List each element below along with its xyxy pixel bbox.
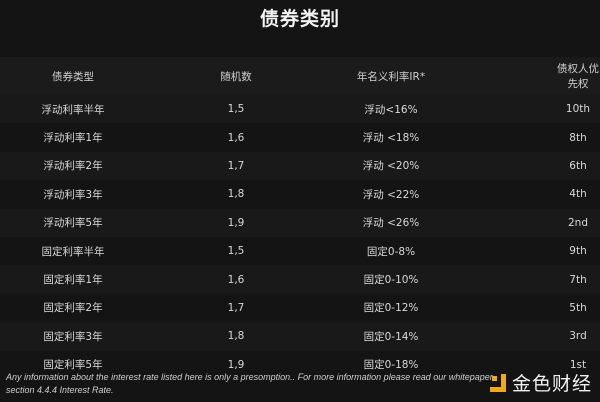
cell-random-number: 1,6 <box>227 273 245 286</box>
cell-interest-rate: 浮动 <18% <box>362 132 420 145</box>
cell-bond-type: 浮动利率半年 <box>41 103 105 116</box>
cell-random-number: 1,8 <box>227 330 245 343</box>
cell-creditor-priority: 7th <box>569 273 587 286</box>
table-row: 浮动利率3年 1,8 浮动 <22% 4th <box>0 180 600 209</box>
header-interest-rate: 年名义利率IR* <box>356 70 426 83</box>
cell-interest-rate: 浮动 <22% <box>362 188 420 201</box>
cell-bond-type: 浮动利率1年 <box>43 132 103 145</box>
cell-creditor-priority: 4th <box>569 188 587 201</box>
cell-interest-rate: 浮动 <26% <box>362 217 420 230</box>
cell-bond-type: 固定利率1年 <box>43 274 103 287</box>
table-row: 浮动利率半年 1,5 浮动<16% 10th <box>0 95 600 124</box>
cell-bond-type: 浮动利率5年 <box>43 217 103 230</box>
cell-interest-rate: 固定0-10% <box>363 274 419 287</box>
cell-creditor-priority: 8th <box>569 131 587 144</box>
table-row: 浮动利率5年 1,9 浮动 <26% 2nd <box>0 208 600 237</box>
cell-creditor-priority: 1st <box>569 358 587 371</box>
cell-creditor-priority: 3rd <box>569 330 587 343</box>
logo-mark-icon <box>489 373 506 392</box>
cell-interest-rate: 固定0-18% <box>363 359 419 372</box>
cell-bond-type: 固定利率半年 <box>41 245 105 258</box>
cell-random-number: 1,5 <box>227 245 245 258</box>
cell-interest-rate: 浮动<16% <box>364 103 418 116</box>
table-row: 浮动利率2年 1,7 浮动 <20% 6th <box>0 151 600 181</box>
table-row: 固定利率5年 1,9 固定0-18% 1st <box>0 350 600 379</box>
cell-random-number: 1,9 <box>227 216 245 229</box>
logo-text: 金色财经 <box>511 373 592 395</box>
bond-table: 债券类型 随机数 年名义利率IR* 债权人优先权 浮动利率半年 1,5 浮动<16%… <box>0 57 600 379</box>
table-row: 固定利率1年 1,6 固定0-10% 7th <box>0 265 600 294</box>
page-title: 债券类别 <box>259 8 340 30</box>
table-row: 固定利率2年 1,7 固定0-12% 5th <box>0 293 600 323</box>
footnote: Any information about the interest rate … <box>6 372 495 395</box>
watermark-logo: 金色财经 <box>489 369 592 396</box>
cell-interest-rate: 固定0-14% <box>363 330 419 343</box>
cell-random-number: 1,8 <box>227 188 245 201</box>
cell-interest-rate: 浮动 <20% <box>362 160 420 173</box>
cell-bond-type: 固定利率3年 <box>43 330 103 343</box>
cell-interest-rate: 固定0-8% <box>366 245 416 258</box>
cell-creditor-priority: 9th <box>569 245 587 258</box>
cell-bond-type: 固定利率2年 <box>43 302 103 315</box>
table-row: 固定利率3年 1,8 固定0-14% 3rd <box>0 322 600 351</box>
header-random-number: 随机数 <box>220 70 252 83</box>
cell-creditor-priority: 10th <box>565 103 591 116</box>
header-creditor-priority: 债权人优先权 <box>557 63 599 90</box>
cell-bond-type: 固定利率5年 <box>43 359 103 372</box>
cell-random-number: 1,7 <box>227 301 245 314</box>
cell-bond-type: 浮动利率2年 <box>43 160 103 173</box>
cell-creditor-priority: 5th <box>569 301 587 314</box>
cell-random-number: 1,7 <box>227 159 245 172</box>
cell-creditor-priority: 2nd <box>567 216 588 229</box>
cell-random-number: 1,9 <box>227 358 245 371</box>
table-header: 债券类型 随机数 年名义利率IR* 债权人优先权 <box>0 57 600 95</box>
cell-creditor-priority: 6th <box>569 159 587 172</box>
cell-random-number: 1,5 <box>227 103 245 116</box>
header-bond-type: 债券类型 <box>52 70 94 83</box>
cell-random-number: 1,6 <box>227 131 245 144</box>
table-row: 固定利率半年 1,5 固定0-8% 9th <box>0 236 600 266</box>
cell-bond-type: 浮动利率3年 <box>43 188 103 201</box>
cell-interest-rate: 固定0-12% <box>363 302 419 315</box>
table-row: 浮动利率1年 1,6 浮动 <18% 8th <box>0 123 600 152</box>
